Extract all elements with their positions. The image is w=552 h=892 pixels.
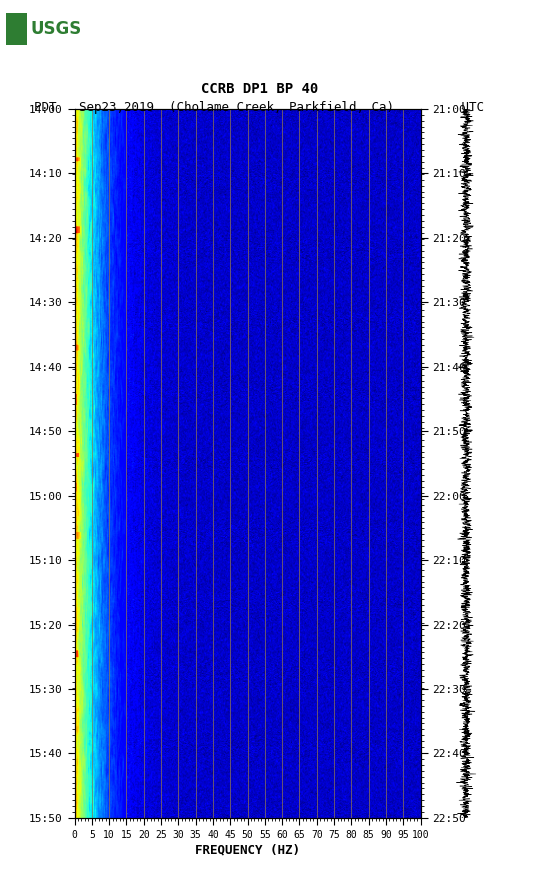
- Text: PDT   Sep23,2019  (Cholame Creek, Parkfield, Ca)         UTC: PDT Sep23,2019 (Cholame Creek, Parkfield…: [34, 101, 485, 114]
- Text: USGS: USGS: [30, 20, 82, 38]
- X-axis label: FREQUENCY (HZ): FREQUENCY (HZ): [195, 844, 300, 857]
- FancyBboxPatch shape: [6, 12, 27, 45]
- Text: CCRB DP1 BP 40: CCRB DP1 BP 40: [201, 82, 318, 96]
